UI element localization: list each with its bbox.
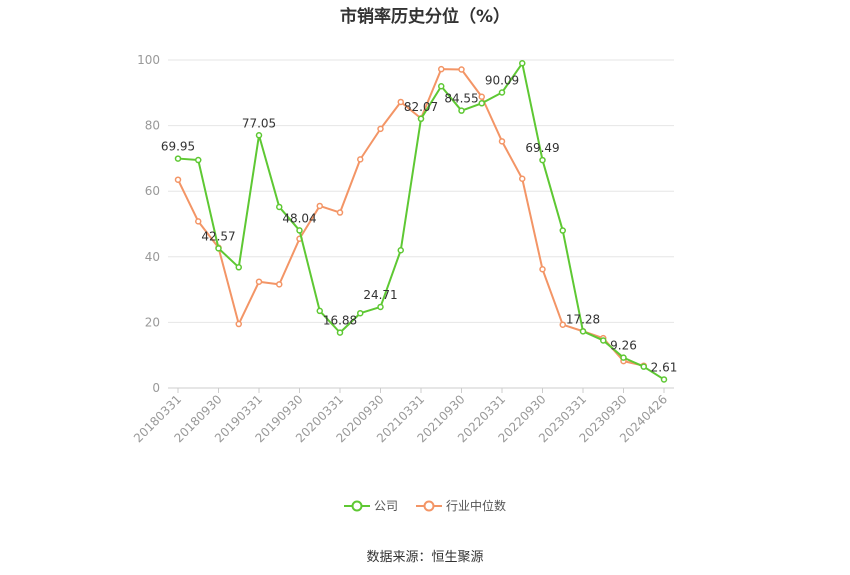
data-point-company [660,376,668,383]
data-label: 9.26 [610,339,637,353]
data-point-industry [377,125,384,133]
data-point-industry [458,66,465,73]
data-point-company [458,107,465,114]
data-point-company [215,245,222,252]
legend-label-industry: 行业中位数 [446,499,507,513]
data-point-industry [316,202,323,210]
data-point-industry [336,209,344,216]
chart-title: 市销率历史分位（%） [339,7,511,27]
data-label: 84.55 [444,92,478,106]
data-label: 16.88 [323,314,357,328]
data-point-company [296,227,303,234]
data-label: 48.04 [282,211,316,225]
data-source: 数据来源：恒生聚源 [366,550,484,565]
data-label: 42.57 [201,229,235,243]
data-point-industry [235,320,242,328]
data-point-industry [559,321,566,328]
y-tick-label: 20 [145,315,160,329]
data-label: 17.28 [566,312,600,326]
legend-marker-industry [416,500,442,511]
data-point-company [438,82,445,90]
data-point-company [377,303,384,311]
data-point-industry [357,156,364,163]
data-point-company [174,155,182,162]
data-label: 77.05 [242,116,276,130]
data-point-company [316,307,323,315]
line-chart: 0204060801002018033120180930201903312019… [131,53,678,445]
data-label: 90.09 [485,74,519,88]
y-tick-label: 80 [145,119,160,133]
data-point-company [336,329,344,336]
data-point-company [255,132,263,139]
data-point-industry [397,98,404,106]
data-point-company [579,328,587,335]
data-point-company [357,309,364,317]
legend-label-company: 公司 [373,499,398,513]
legend-item-industry[interactable]: 行业中位数 [416,497,506,514]
y-tick-label: 100 [137,53,160,67]
legend: 公司 行业中位数 [0,497,850,514]
data-label: 24.71 [363,288,397,302]
data-point-company [235,264,242,271]
y-tick-label: 0 [152,381,160,395]
data-point-company [195,156,202,164]
data-point-company [498,89,506,96]
data-point-industry [519,175,526,182]
data-point-company [559,227,566,234]
y-tick-label: 40 [145,250,160,264]
data-label: 69.49 [525,141,559,155]
y-tick-label: 60 [145,184,160,198]
data-point-company [539,156,546,164]
data-label: 82.07 [404,100,438,114]
data-point-company [276,203,283,211]
data-point-company [478,100,485,107]
data-point-company [417,115,425,123]
data-point-company [519,60,526,67]
legend-item-company[interactable]: 公司 [343,497,398,514]
data-point-industry [438,65,445,73]
data-point-industry [174,176,182,183]
data-point-company [397,246,404,254]
data-point-company [620,354,627,361]
data-point-industry [498,138,506,145]
data-point-industry [195,218,202,225]
data-point-industry [539,266,546,273]
data-point-company [640,363,647,370]
data-label: 69.95 [161,140,195,154]
legend-marker-company [343,500,370,511]
data-point-company [600,337,607,344]
data-label: 2.61 [651,360,678,374]
data-point-industry [276,281,283,288]
series-line-industry [177,68,644,367]
data-point-industry [478,93,485,100]
data-point-industry [255,278,263,285]
